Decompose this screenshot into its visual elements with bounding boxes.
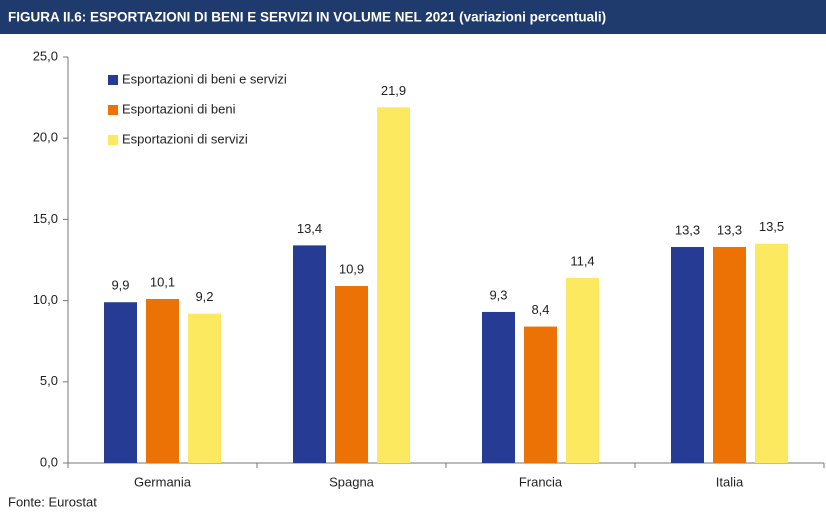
source: Fonte: Eurostat xyxy=(8,494,97,509)
legend-label: Esportazioni di servizi xyxy=(122,131,248,146)
value-label: 9,9 xyxy=(111,278,129,293)
value-label: 13,3 xyxy=(675,222,700,237)
value-label: 10,9 xyxy=(339,261,364,276)
bar xyxy=(146,298,179,463)
bar xyxy=(104,302,137,463)
bar xyxy=(377,107,410,464)
y-tick-label: 20,0 xyxy=(33,130,58,145)
value-label: 9,3 xyxy=(489,287,507,302)
legend-swatch xyxy=(108,135,118,145)
y-tick-label: 0,0 xyxy=(40,454,58,469)
x-tick-label: Spagna xyxy=(329,474,375,489)
bar xyxy=(755,243,788,463)
x-tick-label: Italia xyxy=(716,474,744,489)
bar xyxy=(671,247,704,463)
y-tick-label: 25,0 xyxy=(33,48,58,63)
y-tick-label: 15,0 xyxy=(33,211,58,226)
legend-label: Esportazioni di beni e servizi xyxy=(122,71,287,86)
bar xyxy=(524,326,557,463)
title-bar xyxy=(0,0,826,34)
y-tick-label: 10,0 xyxy=(33,292,58,307)
x-tick-label: Germania xyxy=(134,474,192,489)
value-label: 13,5 xyxy=(759,219,784,234)
bar xyxy=(188,313,221,463)
x-tick-label: Francia xyxy=(519,474,563,489)
value-label: 11,4 xyxy=(570,253,594,268)
y-tick-label: 5,0 xyxy=(40,373,58,388)
value-label: 10,1 xyxy=(150,274,175,289)
bar xyxy=(713,247,746,463)
legend-label: Esportazioni di beni xyxy=(122,101,236,116)
value-label: 9,2 xyxy=(195,289,213,304)
legend-swatch xyxy=(108,75,118,85)
bar xyxy=(482,311,515,463)
value-label: 13,3 xyxy=(717,222,742,237)
value-label: 13,4 xyxy=(297,221,322,236)
chart-title: FIGURA II.6: ESPORTAZIONI DI BENI E SERV… xyxy=(8,10,606,25)
value-label: 21,9 xyxy=(381,83,406,98)
bar xyxy=(335,285,368,463)
bar xyxy=(566,277,599,463)
value-label: 8,4 xyxy=(531,302,549,317)
bar xyxy=(293,245,326,463)
legend-swatch xyxy=(108,105,118,115)
